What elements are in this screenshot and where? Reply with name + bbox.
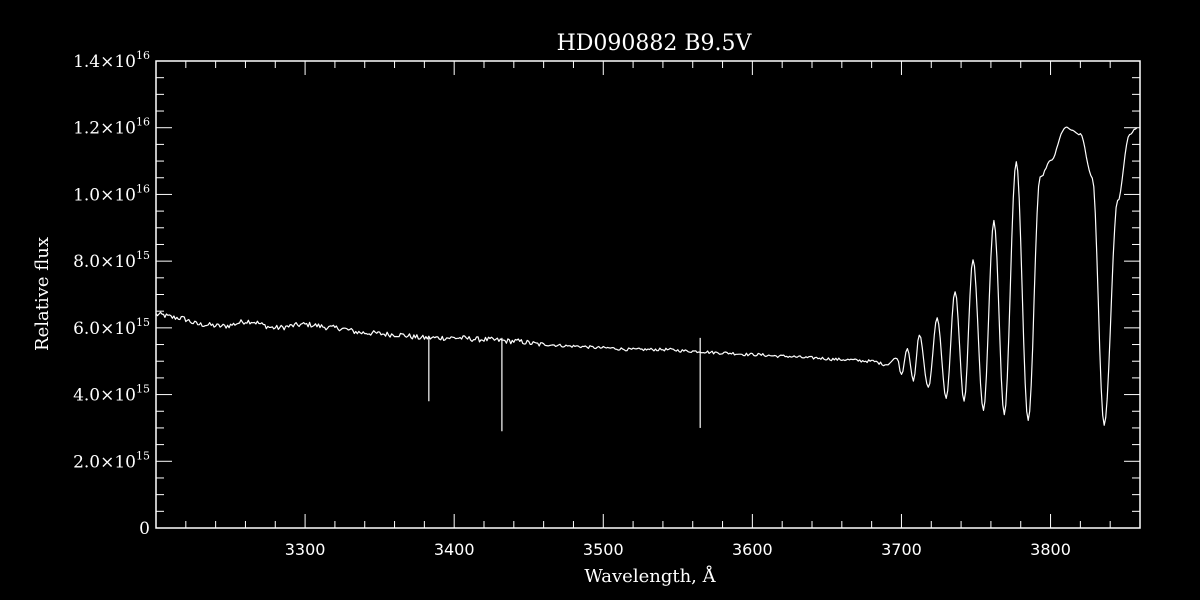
y-tick-label: 6.0×1015 [73, 316, 150, 339]
y-tick-label: 1.0×1016 [73, 182, 150, 205]
x-tick-label: 3800 [1030, 540, 1071, 559]
chart-title: HD090882 B9.5V [557, 31, 753, 56]
y-tick-label: 1.2×1016 [73, 116, 150, 139]
y-tick-label: 1.4×1016 [73, 49, 150, 72]
x-tick-label: 3600 [732, 540, 773, 559]
x-tick-label: 3300 [285, 540, 326, 559]
y-axis-label: Relative flux [32, 237, 53, 351]
plot-frame [155, 60, 1141, 529]
plot-area [155, 126, 1138, 432]
y-tick-label: 4.0×1015 [73, 383, 150, 406]
x-tick-label: 3700 [881, 540, 922, 559]
plot-axes [155, 60, 1141, 529]
y-tick-label: 8.0×1015 [73, 249, 150, 272]
x-axis-label: Wavelength, Å [584, 565, 716, 587]
y-tick-label: 0 [139, 519, 150, 539]
y-tick-label: 2.0×1015 [73, 449, 150, 472]
axis-ticks [155, 60, 1141, 529]
x-tick-label: 3400 [434, 540, 475, 559]
x-tick-label: 3500 [583, 540, 624, 559]
spectrum-series-line [155, 126, 1138, 426]
axis-tick-labels: 3300 3400 3500 3600 3700 3800 0 2.0×1015 4.0×101… [73, 49, 1071, 559]
